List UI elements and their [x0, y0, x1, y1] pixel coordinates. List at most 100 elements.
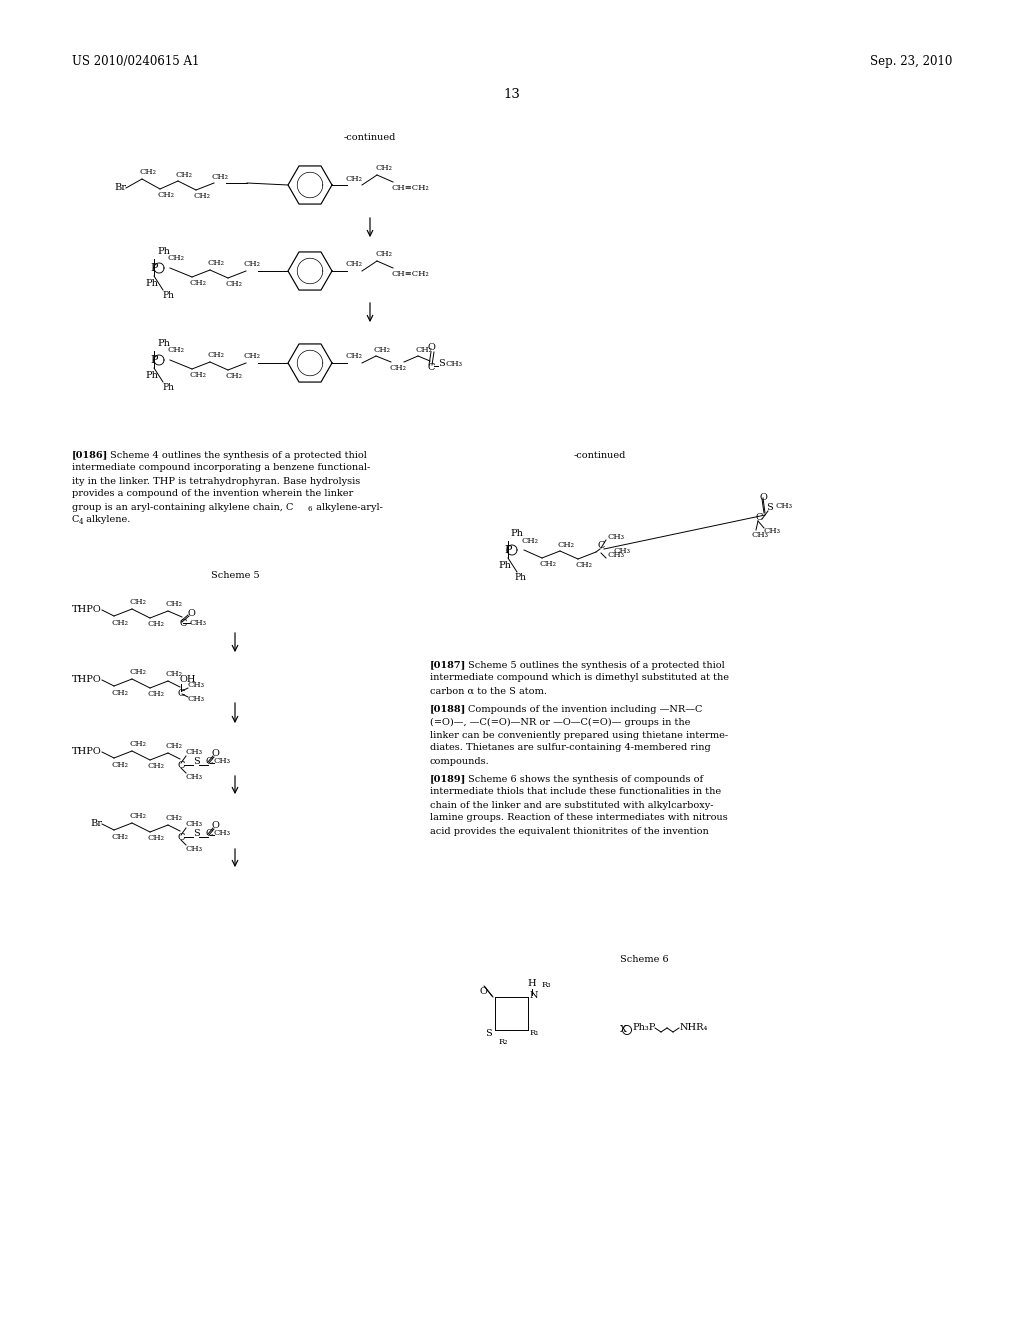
Text: CH₃: CH₃: [613, 546, 630, 554]
Text: CH₂: CH₂: [148, 762, 165, 770]
Text: CH₃: CH₃: [185, 820, 202, 828]
Text: S: S: [766, 503, 773, 511]
Text: CH₃: CH₃: [775, 502, 792, 510]
Text: O: O: [212, 821, 220, 830]
Text: C: C: [428, 363, 435, 371]
Text: carbon α to the S atom.: carbon α to the S atom.: [430, 686, 547, 696]
Text: CH≡CH₂: CH≡CH₂: [391, 183, 429, 191]
Text: CH₂: CH₂: [168, 346, 185, 354]
Text: P: P: [150, 263, 158, 273]
Text: CH₂: CH₂: [194, 191, 211, 201]
Text: O: O: [760, 492, 768, 502]
Text: O: O: [212, 750, 220, 759]
Text: CH₂: CH₂: [190, 371, 207, 379]
Text: Ph: Ph: [157, 338, 170, 347]
Text: ity in the linker. THP is tetrahydrophyran. Base hydrolysis: ity in the linker. THP is tetrahydrophyr…: [72, 477, 360, 486]
Text: CH₂: CH₂: [158, 191, 175, 199]
Text: CH≡CH₂: CH≡CH₂: [391, 271, 429, 279]
Text: group is an aryl-containing alkylene chain, C: group is an aryl-containing alkylene cha…: [72, 503, 293, 511]
Text: CH₂: CH₂: [522, 537, 539, 545]
Text: S: S: [193, 829, 200, 837]
Text: C: C: [206, 829, 213, 837]
Text: Ph: Ph: [145, 280, 158, 289]
Text: CH₂: CH₂: [212, 173, 229, 181]
Text: Ph: Ph: [498, 561, 511, 570]
Text: CH₂: CH₂: [130, 812, 147, 820]
Text: CH₂: CH₂: [575, 561, 593, 569]
Text: CH₂: CH₂: [166, 601, 183, 609]
Text: S: S: [193, 756, 200, 766]
Text: C: C: [756, 512, 763, 521]
Text: CH₂: CH₂: [190, 279, 207, 286]
Text: H: H: [527, 978, 536, 987]
Text: diates. Thietanes are sulfur-containing 4-membered ring: diates. Thietanes are sulfur-containing …: [430, 743, 711, 752]
Text: [0188]: [0188]: [430, 705, 466, 714]
Text: THPO: THPO: [73, 747, 102, 756]
Text: O: O: [479, 987, 486, 997]
Text: CH₂: CH₂: [112, 762, 129, 770]
Text: intermediate thiols that include these functionalities in the: intermediate thiols that include these f…: [430, 788, 721, 796]
Text: O: O: [428, 343, 436, 352]
Text: R₁: R₁: [530, 1030, 540, 1038]
Text: CH₂: CH₂: [375, 164, 392, 172]
Text: lamine groups. Reaction of these intermediates with nitrous: lamine groups. Reaction of these interme…: [430, 813, 728, 822]
Text: Scheme 4 outlines the synthesis of a protected thiol: Scheme 4 outlines the synthesis of a pro…: [110, 450, 367, 459]
Text: P: P: [504, 545, 512, 554]
Text: CH₂: CH₂: [244, 260, 261, 268]
Text: 6: 6: [308, 506, 312, 513]
Text: CH₃: CH₃: [607, 533, 624, 541]
Text: CH₂: CH₂: [345, 352, 362, 360]
Text: Scheme 5 outlines the synthesis of a protected thiol: Scheme 5 outlines the synthesis of a pro…: [468, 660, 725, 669]
Text: CH₂: CH₂: [416, 346, 433, 354]
Text: CH₃: CH₃: [188, 696, 205, 704]
Text: X: X: [620, 1026, 627, 1035]
Text: linker can be conveniently prepared using thietane interme-: linker can be conveniently prepared usin…: [430, 730, 728, 739]
Text: intermediate compound which is dimethyl substituted at the: intermediate compound which is dimethyl …: [430, 673, 729, 682]
Text: R₂: R₂: [499, 1038, 509, 1045]
Text: CH₂: CH₂: [345, 176, 362, 183]
Text: acid provides the equivalent thionitrites of the invention: acid provides the equivalent thionitrite…: [430, 826, 709, 836]
Text: Ph₃P: Ph₃P: [632, 1023, 655, 1032]
Text: S: S: [485, 1028, 492, 1038]
Text: Scheme 6 shows the synthesis of compounds of: Scheme 6 shows the synthesis of compound…: [468, 775, 703, 784]
Text: Ph: Ph: [514, 573, 526, 582]
Text: C: C: [206, 756, 213, 766]
Text: CH₃: CH₃: [185, 774, 202, 781]
Text: R₃: R₃: [542, 981, 552, 989]
Text: CH₂: CH₂: [389, 364, 406, 372]
Text: alkylene.: alkylene.: [83, 516, 130, 524]
Text: [0189]: [0189]: [430, 775, 466, 784]
Text: -continued: -continued: [573, 450, 627, 459]
Text: C: C: [598, 541, 605, 550]
Text: C: C: [178, 689, 185, 697]
Text: CH₃: CH₃: [752, 531, 769, 539]
Text: CH₂: CH₂: [540, 560, 557, 568]
Text: CH₃: CH₃: [214, 756, 231, 766]
Text: Br: Br: [114, 183, 126, 193]
Text: CH₂: CH₂: [148, 834, 165, 842]
Text: chain of the linker and are substituted with alkylcarboxy-: chain of the linker and are substituted …: [430, 800, 714, 809]
Text: CH₂: CH₂: [208, 351, 225, 359]
Text: OH: OH: [180, 676, 197, 685]
Text: US 2010/0240615 A1: US 2010/0240615 A1: [72, 55, 200, 69]
Text: THPO: THPO: [73, 606, 102, 615]
Text: 4: 4: [79, 517, 84, 525]
Text: CH₂: CH₂: [148, 690, 165, 698]
Text: CH₂: CH₂: [140, 168, 157, 176]
Text: CH₂: CH₂: [226, 372, 243, 380]
Text: (=O)—, —C(=O)—NR or —O—C(=O)— groups in the: (=O)—, —C(=O)—NR or —O—C(=O)— groups in …: [430, 718, 690, 726]
Text: Compounds of the invention including —NR—C: Compounds of the invention including —NR…: [468, 705, 702, 714]
Text: CH₃: CH₃: [188, 681, 205, 689]
Text: compounds.: compounds.: [430, 756, 489, 766]
Text: CH₂: CH₂: [345, 260, 362, 268]
Text: CH₂: CH₂: [130, 741, 147, 748]
Text: intermediate compound incorporating a benzene functional-: intermediate compound incorporating a be…: [72, 463, 371, 473]
Text: CH₂: CH₂: [166, 671, 183, 678]
Text: CH₂: CH₂: [112, 833, 129, 841]
Text: C: C: [180, 619, 187, 627]
Text: CH₃: CH₃: [445, 360, 462, 368]
Text: O: O: [187, 610, 195, 619]
Text: C: C: [72, 516, 80, 524]
Text: Br: Br: [90, 820, 102, 829]
Text: CH₂: CH₂: [226, 280, 243, 288]
